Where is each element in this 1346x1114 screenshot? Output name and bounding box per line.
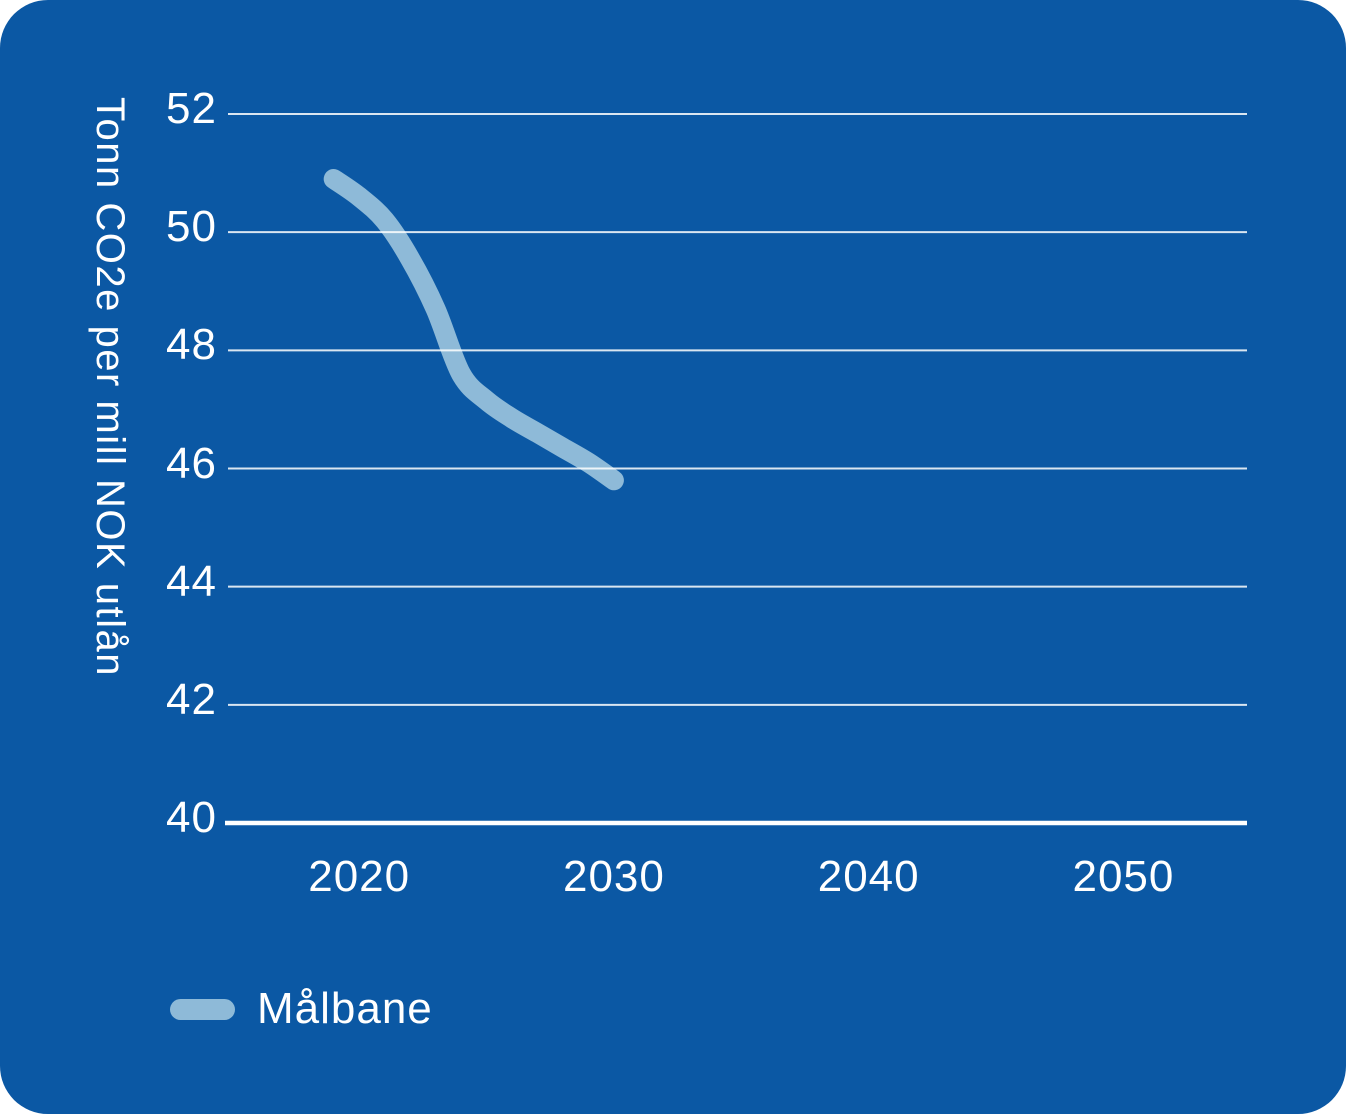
- y-tick-label-42: 42: [166, 674, 217, 724]
- x-tick-label-2030: 2030: [562, 852, 665, 901]
- legend-swatch-malbane-icon: [170, 998, 235, 1020]
- x-tick-label-2040: 2040: [817, 852, 920, 901]
- y-tick-label-48: 48: [166, 320, 217, 370]
- y-axis-title: Tonn CO2e per mill NOK utlån: [88, 97, 132, 678]
- x-tick-label-2020: 2020: [308, 852, 411, 901]
- gridlines: [228, 113, 1247, 706]
- legend-label-malbane: Målbane: [257, 984, 433, 1033]
- x-tick-label-2050: 2050: [1072, 852, 1175, 901]
- y-tick-label-52: 52: [166, 84, 217, 133]
- y-tick-label-50: 50: [166, 202, 217, 252]
- y-tick-label-44: 44: [166, 556, 217, 606]
- y-tick-label-40: 40: [166, 793, 217, 842]
- legend: Målbane: [170, 985, 433, 1033]
- y-tick-label-46: 46: [166, 438, 217, 488]
- malbane-target-line: [323, 169, 624, 491]
